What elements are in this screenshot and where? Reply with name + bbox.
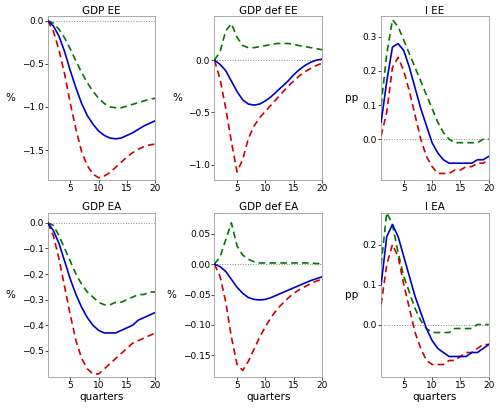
- Title: I EE: I EE: [426, 6, 444, 16]
- Title: GDP def EA: GDP def EA: [238, 202, 298, 212]
- Title: I EA: I EA: [425, 202, 445, 212]
- Y-axis label: pp: pp: [345, 290, 358, 299]
- Title: GDP def EE: GDP def EE: [239, 6, 298, 16]
- Y-axis label: %: %: [6, 290, 16, 299]
- Y-axis label: pp: pp: [345, 93, 358, 103]
- Y-axis label: %: %: [6, 93, 16, 103]
- X-axis label: quarters: quarters: [412, 392, 457, 402]
- X-axis label: quarters: quarters: [246, 392, 290, 402]
- Y-axis label: %: %: [166, 290, 176, 299]
- Y-axis label: %: %: [172, 93, 182, 103]
- Title: GDP EA: GDP EA: [82, 202, 121, 212]
- Title: GDP EE: GDP EE: [82, 6, 121, 16]
- X-axis label: quarters: quarters: [80, 392, 124, 402]
